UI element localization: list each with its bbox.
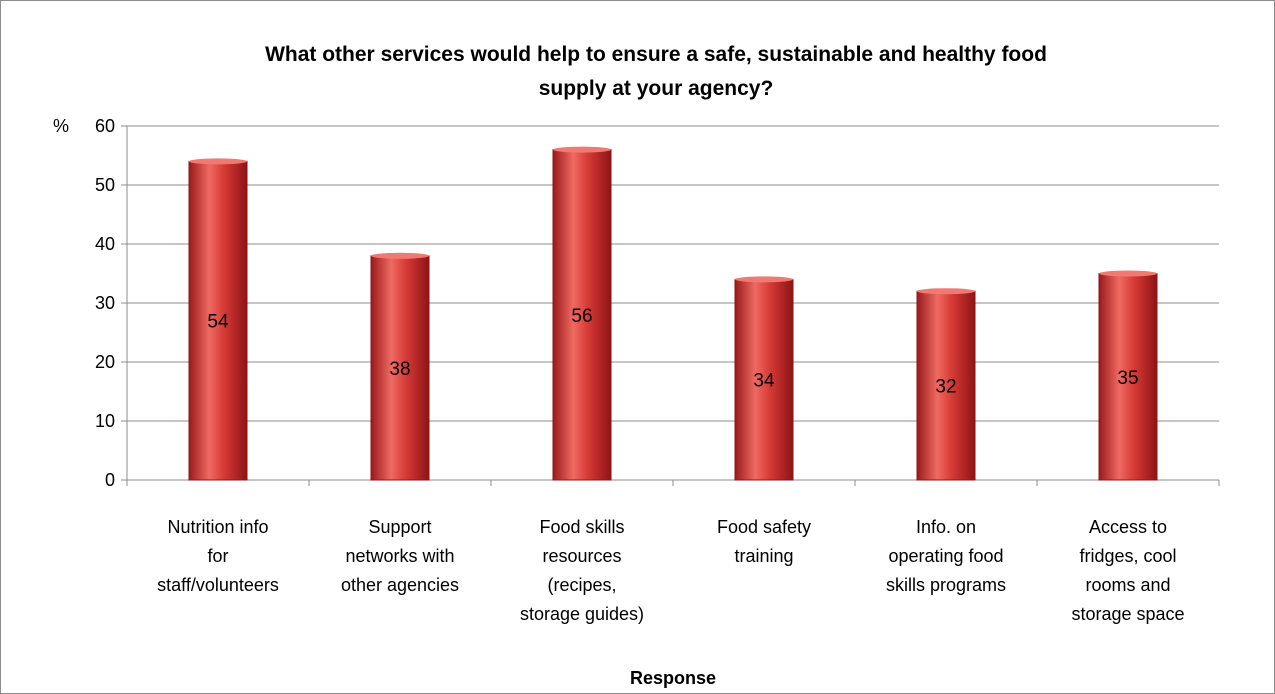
x-category-label: rooms and (1085, 575, 1170, 595)
data-label: 38 (389, 359, 410, 380)
x-category-label: Info. on (916, 517, 976, 537)
data-label: 35 (1117, 368, 1138, 389)
x-category-label: storage space (1071, 604, 1184, 624)
x-category-label: Food safety (717, 517, 811, 537)
y-tick-label: 20 (95, 352, 115, 372)
x-category-label: skills programs (886, 575, 1006, 595)
y-axis-label: % (53, 116, 69, 136)
bar (370, 255, 430, 481)
x-axis-categories: Nutrition info for staff/volunteers Support… (157, 517, 1184, 624)
chart-title: What other services would help to ensure… (265, 43, 1047, 100)
data-label: 54 (207, 312, 229, 333)
chart-title-line: supply at your agency? (539, 77, 774, 100)
y-tick-label: 10 (95, 411, 115, 431)
bar (1098, 273, 1158, 481)
x-category-label: for (207, 546, 228, 566)
bar (916, 290, 976, 481)
y-tick-label: 50 (95, 175, 115, 195)
y-tick-label: 60 (95, 116, 115, 136)
data-labels: 54 38 56 34 32 35 (207, 306, 1138, 398)
bar-top-bevel (553, 146, 611, 153)
chart-title-line: What other services would help to ensure… (265, 43, 1047, 66)
x-category-label: storage guides) (520, 604, 644, 624)
x-axis-label: Response (630, 668, 716, 688)
bar (188, 160, 248, 481)
x-category-label: other agencies (341, 575, 459, 595)
bar-top-bevel (189, 158, 247, 165)
bar-top-bevel (1099, 270, 1157, 277)
x-category-label: (recipes, (547, 575, 616, 595)
x-category-label: operating food (888, 546, 1003, 566)
bar-top-bevel (735, 276, 793, 283)
x-category-label: Nutrition info (167, 517, 268, 537)
x-category-label: Support (368, 517, 431, 537)
data-label: 32 (935, 377, 956, 398)
bar-top-bevel (917, 288, 975, 295)
x-category-label: resources (542, 546, 621, 566)
x-category-label: Access to (1089, 517, 1167, 537)
x-category-label: Food skills (539, 517, 624, 537)
x-category-label: fridges, cool (1079, 546, 1176, 566)
y-axis-ticks: 0 10 20 30 40 50 60 (95, 116, 115, 490)
data-label: 34 (753, 371, 775, 392)
y-tick-label: 30 (95, 293, 115, 313)
y-tick-label: 40 (95, 234, 115, 254)
x-category-label: networks with (345, 546, 454, 566)
bars (188, 146, 1158, 481)
gridlines (121, 125, 1220, 486)
x-category-label: training (734, 546, 793, 566)
y-tick-label: 0 (105, 470, 115, 490)
x-category-label: staff/volunteers (157, 575, 279, 595)
bar (552, 149, 612, 481)
bar-top-bevel (371, 252, 429, 259)
data-label: 56 (571, 306, 592, 327)
